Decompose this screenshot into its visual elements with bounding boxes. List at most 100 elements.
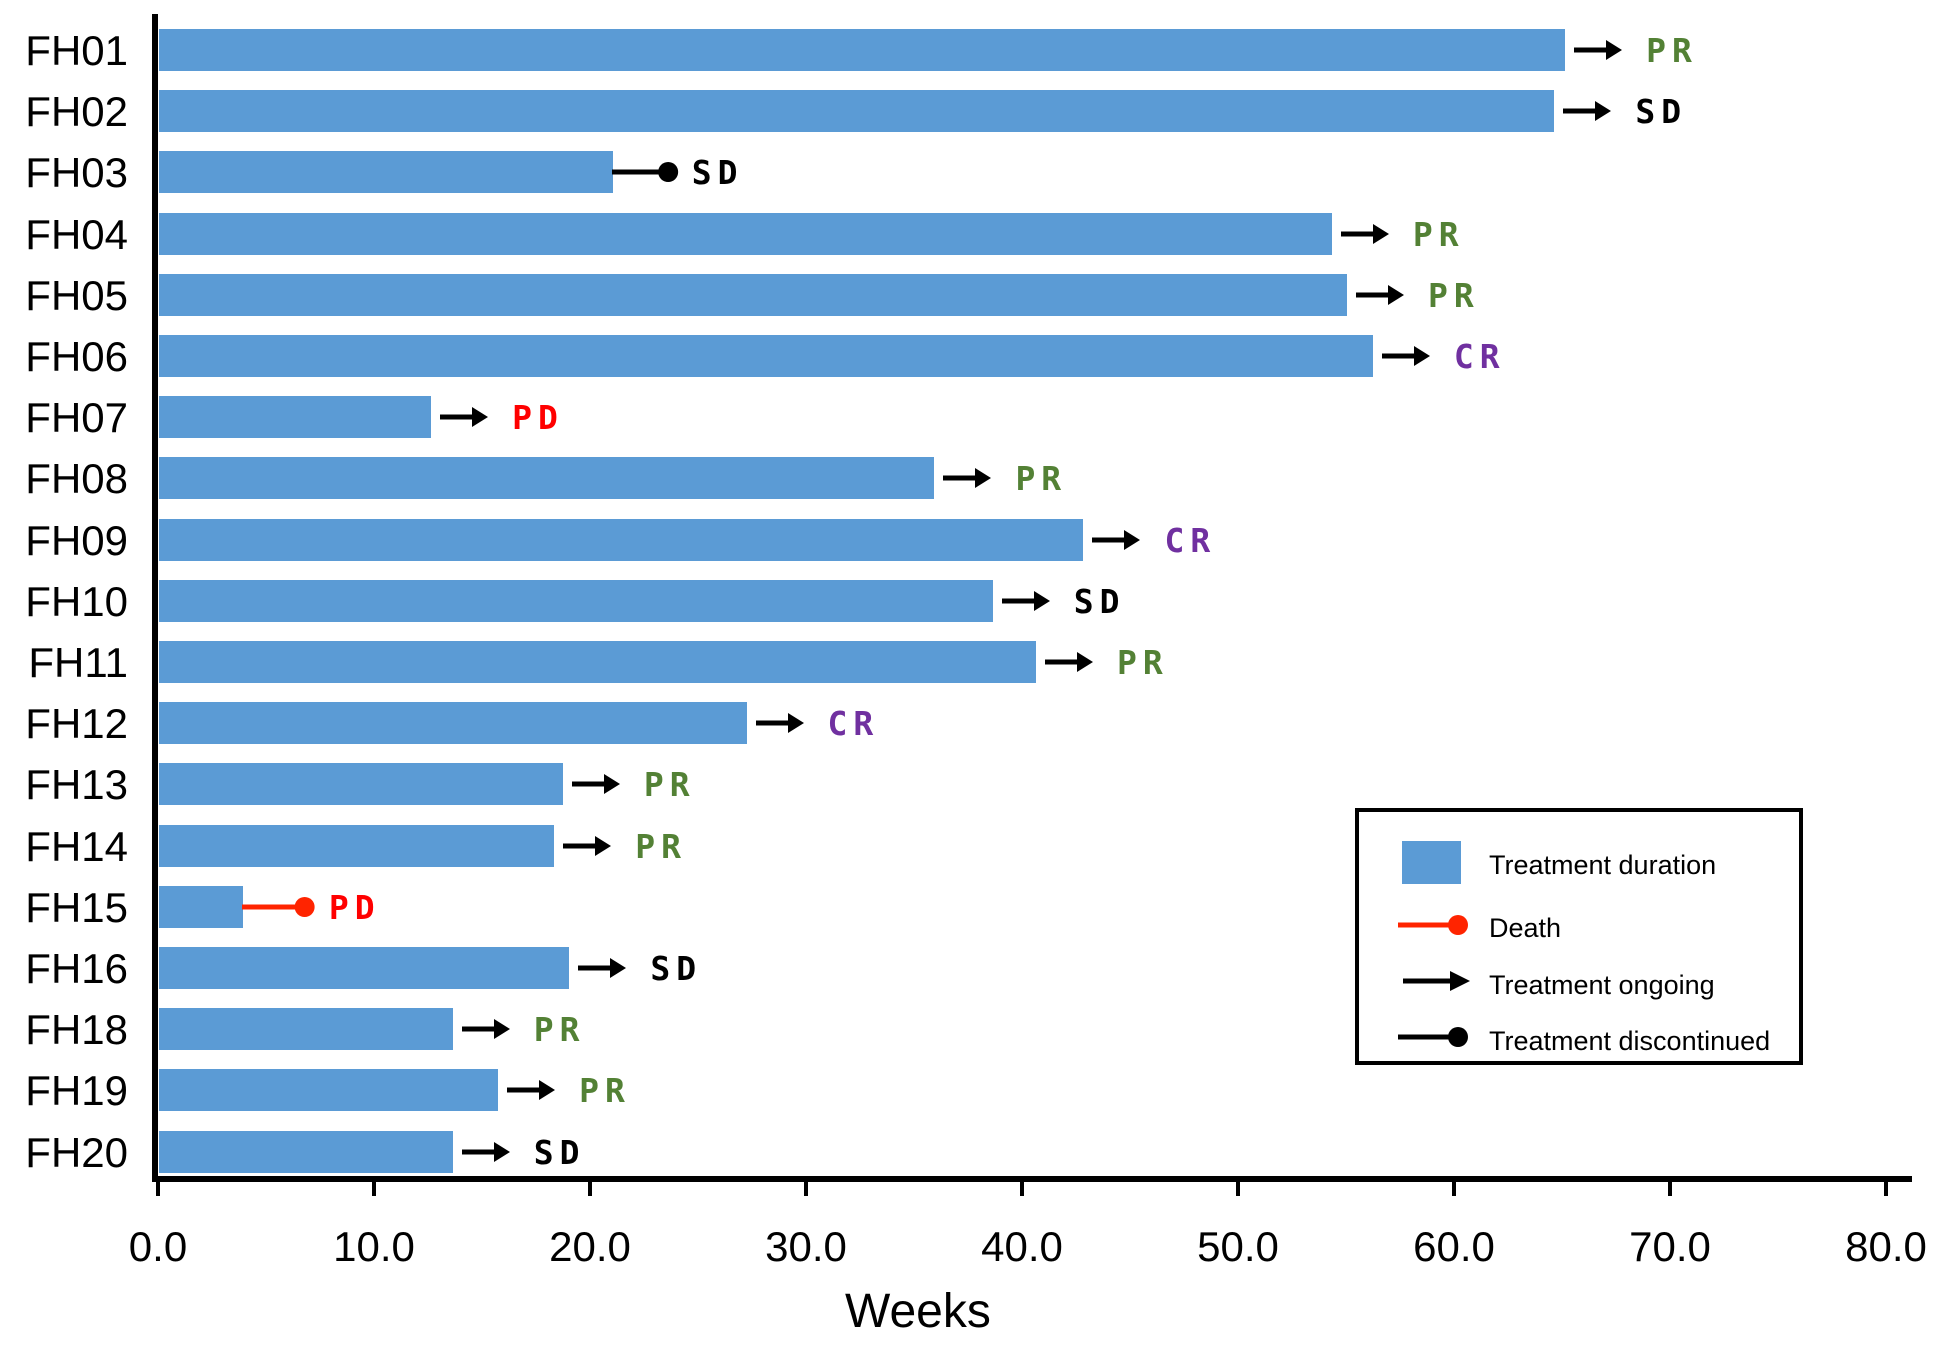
treatment-ongoing-arrow-icon bbox=[1574, 40, 1623, 60]
response-label-FH05: PR bbox=[1428, 275, 1480, 315]
x-tick-label-30.0: 30.0 bbox=[765, 1223, 847, 1270]
response-label-FH19: PR bbox=[579, 1071, 631, 1111]
patient-label-FH02: FH02 bbox=[25, 88, 128, 136]
x-tick-0.0 bbox=[156, 1178, 160, 1196]
x-tick-label-60.0: 60.0 bbox=[1413, 1223, 1495, 1270]
x-axis-spine bbox=[152, 1176, 1912, 1182]
legend-box: Treatment duration Death Treatment ongoi… bbox=[1355, 808, 1803, 1065]
treatment-ongoing-arrow-icon bbox=[1356, 284, 1404, 305]
x-tick-50.0 bbox=[1236, 1178, 1240, 1196]
treatment-ongoing-arrow-icon bbox=[755, 713, 804, 734]
patient-label-FH19: FH19 bbox=[25, 1067, 128, 1115]
x-tick-label-0.0: 0.0 bbox=[128, 1223, 188, 1270]
treatment-ongoing-arrow-icon bbox=[563, 835, 612, 856]
patient-label-FH16: FH16 bbox=[25, 945, 128, 992]
treatment-ongoing-arrow-icon bbox=[571, 774, 620, 795]
treatment-ongoing-arrow-icon bbox=[1381, 346, 1430, 366]
treatment-bar-FH16 bbox=[159, 947, 570, 989]
treatment-bar-FH10 bbox=[159, 579, 993, 622]
patient-label-FH18: FH18 bbox=[25, 1006, 128, 1054]
patient-label-FH10: FH10 bbox=[25, 577, 128, 625]
response-label-FH16: SD bbox=[650, 949, 703, 988]
treatment-bar-FH03 bbox=[159, 151, 613, 194]
response-label-FH08: PR bbox=[1015, 459, 1068, 499]
x-tick-label-80.0: 80.0 bbox=[1845, 1223, 1927, 1270]
patient-label-FH04: FH04 bbox=[25, 210, 128, 258]
x-tick-20.0 bbox=[588, 1178, 592, 1196]
treatment-bar-FH05 bbox=[159, 273, 1347, 316]
patient-label-FH14: FH14 bbox=[25, 822, 128, 870]
x-tick-10.0 bbox=[372, 1178, 376, 1196]
treatment-bar-FH06 bbox=[159, 335, 1373, 377]
x-tick-label-10.0: 10.0 bbox=[333, 1223, 415, 1270]
treatment-ongoing-arrow-icon bbox=[440, 407, 489, 428]
response-label-FH14: PR bbox=[635, 826, 688, 866]
response-label-FH07: PD bbox=[512, 398, 564, 438]
response-label-FH15: PD bbox=[328, 887, 381, 927]
treatment-bar-FH04 bbox=[159, 212, 1332, 255]
x-tick-label-50.0: 50.0 bbox=[1197, 1223, 1279, 1270]
patient-label-FH12: FH12 bbox=[25, 700, 128, 748]
response-label-FH01: PR bbox=[1646, 31, 1698, 70]
response-label-FH18: PR bbox=[533, 1010, 586, 1050]
x-tick-label-70.0: 70.0 bbox=[1629, 1223, 1711, 1270]
response-label-FH02: SD bbox=[1635, 92, 1688, 132]
x-tick-70.0 bbox=[1668, 1178, 1672, 1196]
response-label-FH03: SD bbox=[691, 153, 744, 193]
legend-treatment-ongoing-label: Treatment ongoing bbox=[1489, 970, 1715, 1000]
treatment-bar-FH14 bbox=[159, 824, 555, 867]
response-label-FH09: CR bbox=[1164, 520, 1217, 560]
x-tick-label-20.0: 20.0 bbox=[549, 1223, 631, 1270]
treatment-bar-FH19 bbox=[159, 1069, 499, 1112]
x-tick-30.0 bbox=[804, 1178, 808, 1196]
treatment-ongoing-arrow-icon bbox=[461, 1141, 510, 1162]
patient-label-FH09: FH09 bbox=[25, 516, 128, 564]
patient-label-FH06: FH06 bbox=[25, 333, 128, 380]
response-label-FH06: CR bbox=[1453, 337, 1506, 376]
patient-label-FH05: FH05 bbox=[25, 271, 128, 319]
legend-treatment-ongoing-swatch bbox=[1403, 971, 1470, 991]
patient-label-FH03: FH03 bbox=[25, 149, 128, 197]
treatment-bar-FH02 bbox=[159, 90, 1555, 133]
patient-label-FH08: FH08 bbox=[25, 455, 128, 503]
patient-label-FH11: FH11 bbox=[28, 639, 128, 686]
legend-treatment-duration-swatch bbox=[1402, 841, 1461, 884]
legend-death-label: Death bbox=[1489, 913, 1562, 943]
treatment-bar-FH11 bbox=[159, 641, 1036, 683]
treatment-ongoing-arrow-icon bbox=[461, 1019, 510, 1040]
x-tick-label-40.0: 40.0 bbox=[981, 1223, 1063, 1270]
patient-label-FH20: FH20 bbox=[25, 1128, 128, 1176]
treatment-ongoing-arrow-icon bbox=[1001, 590, 1050, 611]
legend-treatment-duration-label: Treatment duration bbox=[1489, 850, 1717, 880]
patient-label-FH07: FH07 bbox=[25, 394, 128, 442]
treatment-ongoing-arrow-icon bbox=[1092, 529, 1141, 550]
x-tick-80.0 bbox=[1884, 1178, 1888, 1196]
treatment-bar-FH07 bbox=[159, 396, 432, 439]
legend-death-swatch bbox=[1398, 915, 1468, 935]
treatment-discontinued-marker-icon bbox=[611, 162, 678, 183]
treatment-ongoing-arrow-icon bbox=[578, 958, 627, 978]
response-label-FH04: PR bbox=[1412, 214, 1465, 254]
treatment-bar-FH15 bbox=[159, 885, 244, 928]
treatment-ongoing-arrow-icon bbox=[507, 1080, 556, 1101]
response-label-FH20: SD bbox=[533, 1132, 586, 1172]
patient-label-FH15: FH15 bbox=[25, 883, 128, 931]
treatment-bar-FH18 bbox=[159, 1008, 453, 1051]
treatment-bar-FH01 bbox=[159, 29, 1566, 71]
treatment-bar-FH20 bbox=[159, 1130, 453, 1173]
patient-label-FH13: FH13 bbox=[25, 761, 128, 809]
treatment-ongoing-arrow-icon bbox=[1563, 101, 1612, 122]
legend-treatment-discontinued-swatch bbox=[1398, 1027, 1468, 1047]
treatment-ongoing-arrow-icon bbox=[1340, 223, 1389, 244]
legend-treatment-discontinued-label: Treatment discontinued bbox=[1489, 1026, 1771, 1056]
response-label-FH10: SD bbox=[1073, 581, 1126, 621]
response-label-FH11: PR bbox=[1116, 643, 1169, 682]
y-axis-spine bbox=[152, 14, 158, 1180]
treatment-bar-FH08 bbox=[159, 457, 935, 500]
treatment-ongoing-arrow-icon bbox=[1044, 652, 1093, 672]
treatment-bar-FH12 bbox=[159, 702, 747, 745]
x-tick-60.0 bbox=[1452, 1178, 1456, 1196]
response-label-FH12: CR bbox=[827, 704, 880, 744]
x-axis-title: Weeks bbox=[845, 1285, 991, 1338]
